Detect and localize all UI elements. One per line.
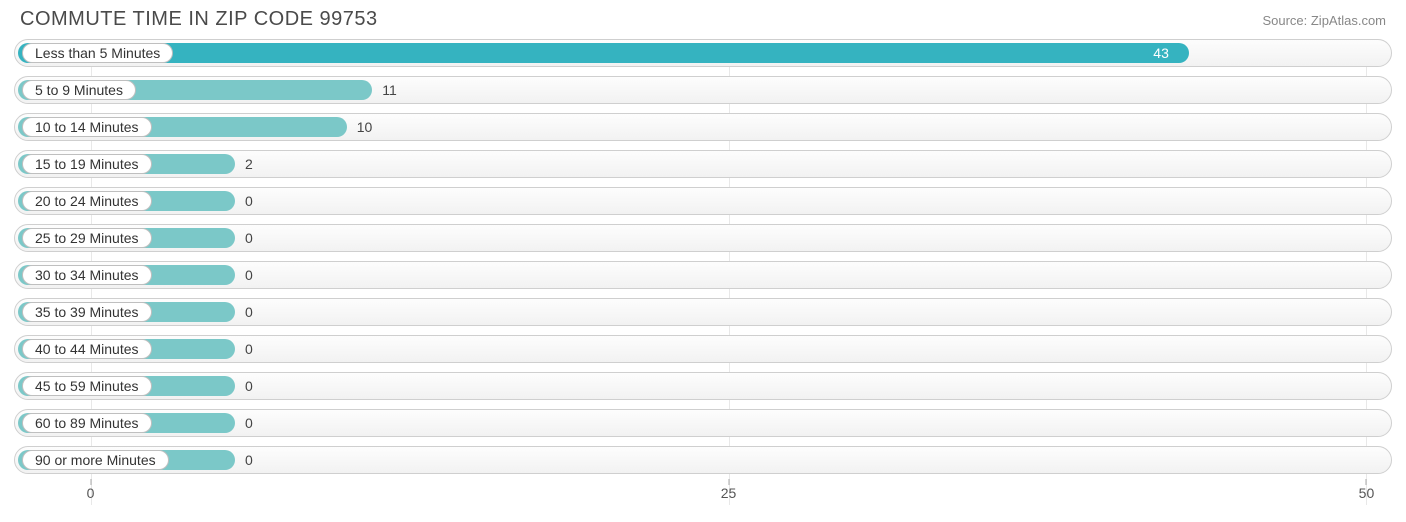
bar-track: 90 or more Minutes 0	[14, 446, 1392, 474]
bars-wrapper: Less than 5 Minutes 43 5 to 9 Minutes 11 10 …	[14, 39, 1392, 505]
x-axis: 0 25 50	[14, 481, 1392, 505]
category-label-pill: 90 or more Minutes	[22, 450, 169, 470]
bar-value-label: 0	[245, 336, 253, 362]
commute-time-chart: Commute Time in Zip Code 99753 Source: Z…	[0, 0, 1406, 522]
chart-header: Commute Time in Zip Code 99753 Source: Z…	[14, 8, 1392, 31]
bar-track: 60 to 89 Minutes 0	[14, 409, 1392, 437]
category-label-pill: 35 to 39 Minutes	[22, 302, 152, 322]
category-label-pill: 10 to 14 Minutes	[22, 117, 152, 137]
bar-track: 30 to 34 Minutes 0	[14, 261, 1392, 289]
axis-tick-label: 50	[1359, 485, 1375, 501]
bar-track: 10 to 14 Minutes 10	[14, 113, 1392, 141]
bar-value-label: 0	[245, 299, 253, 325]
category-label-pill: 40 to 44 Minutes	[22, 339, 152, 359]
category-label-pill: 45 to 59 Minutes	[22, 376, 152, 396]
category-label-pill: 15 to 19 Minutes	[22, 154, 152, 174]
bar-value-label: 0	[245, 410, 253, 436]
category-label-pill: 5 to 9 Minutes	[22, 80, 136, 100]
bars-area: Less than 5 Minutes 43 5 to 9 Minutes 11 10 …	[14, 39, 1392, 474]
bar-value-label: 10	[357, 114, 373, 140]
bar-value-label: 0	[245, 373, 253, 399]
axis-tick-label: 25	[721, 485, 737, 501]
bar-value-label: 11	[382, 77, 397, 103]
bar-track: 20 to 24 Minutes 0	[14, 187, 1392, 215]
bar-value-label: 0	[245, 447, 253, 473]
category-label-pill: 60 to 89 Minutes	[22, 413, 152, 433]
bar-value-label: 0	[245, 262, 253, 288]
bar-track: 35 to 39 Minutes 0	[14, 298, 1392, 326]
bar-track: Less than 5 Minutes 43	[14, 39, 1392, 67]
bar-track: 40 to 44 Minutes 0	[14, 335, 1392, 363]
bar-value-label: 0	[245, 225, 253, 251]
bar-value-label: 43	[1153, 40, 1169, 66]
bar-track: 45 to 59 Minutes 0	[14, 372, 1392, 400]
category-label-pill: 25 to 29 Minutes	[22, 228, 152, 248]
category-label-pill: 30 to 34 Minutes	[22, 265, 152, 285]
bar-track: 25 to 29 Minutes 0	[14, 224, 1392, 252]
bar-value-label: 2	[245, 151, 253, 177]
category-label-pill: Less than 5 Minutes	[22, 43, 173, 63]
chart-source: Source: ZipAtlas.com	[1262, 13, 1386, 28]
bar-value-label: 0	[245, 188, 253, 214]
axis-tick-label: 0	[87, 485, 95, 501]
chart-title: Commute Time in Zip Code 99753	[20, 8, 378, 31]
bar-track: 15 to 19 Minutes 2	[14, 150, 1392, 178]
category-label-pill: 20 to 24 Minutes	[22, 191, 152, 211]
bar-track: 5 to 9 Minutes 11	[14, 76, 1392, 104]
bar-fill	[18, 43, 1189, 63]
